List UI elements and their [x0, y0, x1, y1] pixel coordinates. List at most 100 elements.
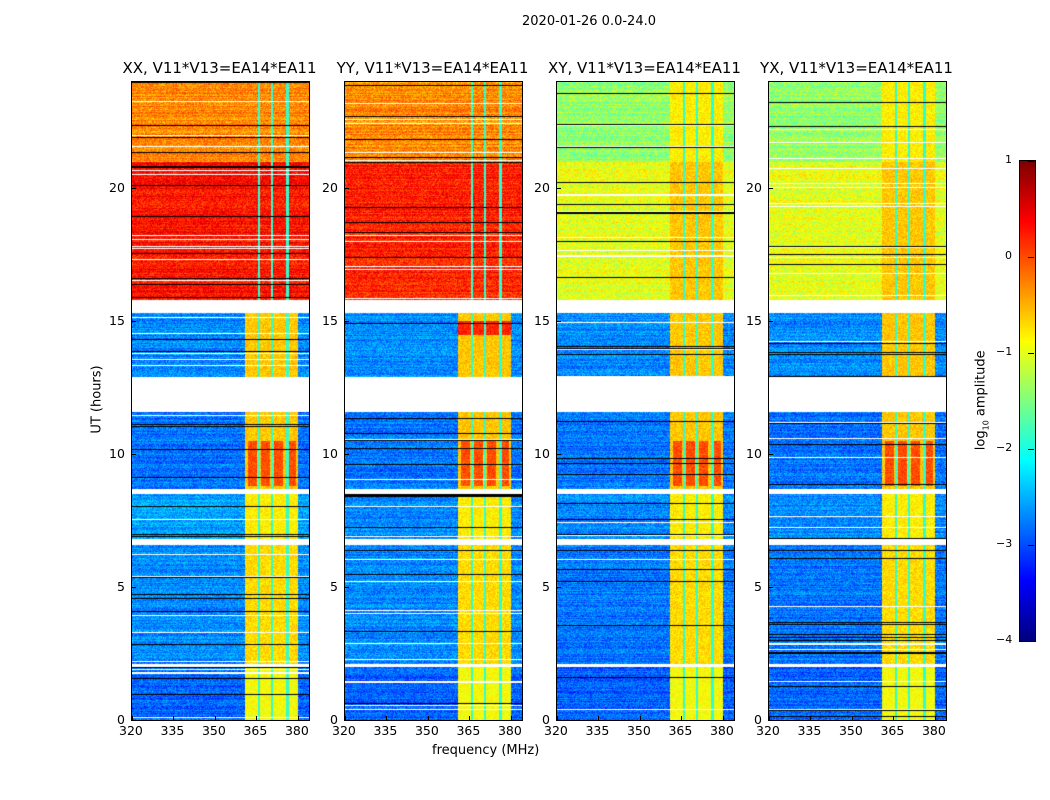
x-tick	[639, 716, 641, 720]
x-tick-label: 365	[456, 723, 481, 738]
y-tick-label: 5	[330, 579, 338, 595]
y-tick-label: 0	[754, 712, 762, 727]
y-tick-label: 5	[117, 579, 125, 595]
figure-title: 2020-01-26 0.0-24.0	[522, 14, 656, 29]
x-tick	[214, 716, 216, 720]
x-tick	[893, 716, 895, 720]
x-tick-label: 320	[756, 723, 780, 738]
x-tick-label: 320	[332, 723, 356, 738]
y-tick-label: 0	[330, 712, 338, 727]
colorbar-tick	[1028, 641, 1034, 642]
x-tick-label: 365	[243, 723, 268, 738]
y-axis-label: UT (hours)	[89, 365, 105, 434]
y-tick	[769, 587, 773, 589]
x-tick-label: 320	[119, 723, 143, 738]
x-tick	[510, 716, 512, 720]
x-tick	[598, 716, 600, 720]
y-tick	[132, 720, 136, 721]
x-tick-label: 365	[880, 723, 905, 738]
y-tick	[132, 587, 136, 589]
y-tick	[345, 188, 349, 190]
x-tick	[557, 716, 558, 720]
x-tick	[427, 716, 429, 720]
y-tick-label: 10	[109, 446, 125, 462]
panel-title: XX, V11*V13=EA14*EA11	[122, 59, 317, 77]
y-tick-label: 10	[534, 446, 550, 462]
y-tick-label: 5	[754, 579, 762, 595]
y-tick	[132, 188, 136, 190]
x-tick-label: 350	[201, 723, 226, 738]
y-tick	[769, 720, 773, 721]
y-tick-label: 0	[542, 712, 550, 727]
heatmap-panel-yy	[344, 81, 523, 721]
colorbar-tick-label: −4	[996, 633, 1013, 646]
y-tick	[769, 454, 773, 456]
panel-title: YX, V11*V13=EA14*EA11	[760, 59, 953, 77]
colorbar-label: log10 amplitude	[973, 350, 991, 451]
heatmap-image	[769, 82, 946, 720]
colorbar-tick-label: 0	[1005, 249, 1012, 262]
x-tick-label: 335	[585, 723, 610, 738]
x-tick-label: 350	[414, 723, 439, 738]
y-tick-label: 15	[746, 313, 762, 329]
colorbar-tick-label: −2	[996, 441, 1013, 454]
y-tick	[769, 321, 773, 323]
y-tick	[345, 321, 349, 323]
panel-title: YY, V11*V13=EA14*EA11	[336, 59, 529, 77]
colorbar-tick	[1028, 161, 1034, 162]
y-tick	[557, 587, 561, 589]
y-tick-label: 10	[746, 446, 762, 462]
x-tick	[132, 716, 133, 720]
x-tick-label: 380	[921, 723, 946, 738]
y-tick-label: 10	[322, 446, 338, 462]
x-tick-label: 380	[497, 723, 522, 738]
y-tick	[557, 720, 561, 721]
y-tick	[132, 321, 136, 323]
heatmap-panel-yx	[768, 81, 947, 721]
colorbar-tick	[1028, 353, 1034, 354]
colorbar	[1019, 160, 1036, 642]
x-tick-label: 335	[160, 723, 185, 738]
y-tick-label: 15	[534, 313, 550, 329]
y-tick-label: 0	[117, 712, 125, 727]
x-tick-label: 350	[838, 723, 863, 738]
colorbar-tick-label: 1	[1005, 153, 1012, 166]
x-tick-label: 335	[797, 723, 822, 738]
y-tick-label: 15	[109, 313, 125, 329]
x-tick	[769, 716, 770, 720]
heatmap-panel-xx	[131, 81, 310, 721]
x-tick	[345, 716, 346, 720]
y-tick	[769, 188, 773, 190]
y-tick	[132, 454, 136, 456]
y-tick	[557, 188, 561, 190]
heatmap-panel-xy	[556, 81, 735, 721]
x-tick	[469, 716, 471, 720]
y-tick	[345, 720, 349, 721]
y-tick-label: 20	[322, 180, 338, 196]
y-tick-label: 5	[542, 579, 550, 595]
y-tick-label: 15	[322, 313, 338, 329]
x-tick	[297, 716, 299, 720]
panel-title: XY, V11*V13=EA14*EA11	[548, 59, 741, 77]
y-tick	[557, 321, 561, 323]
x-tick	[256, 716, 258, 720]
y-tick	[557, 454, 561, 456]
x-tick-label: 365	[668, 723, 693, 738]
x-tick-label: 350	[626, 723, 651, 738]
colorbar-tick	[1028, 449, 1034, 450]
x-tick-label: 380	[284, 723, 309, 738]
x-tick	[681, 716, 683, 720]
heatmap-image	[345, 82, 522, 720]
x-tick	[722, 716, 724, 720]
x-tick-label: 320	[544, 723, 568, 738]
x-tick-label: 335	[373, 723, 398, 738]
x-tick-label: 380	[709, 723, 734, 738]
x-tick	[851, 716, 853, 720]
x-tick	[386, 716, 388, 720]
heatmap-image	[557, 82, 734, 720]
y-tick-label: 20	[746, 180, 762, 196]
y-tick-label: 20	[534, 180, 550, 196]
x-tick	[934, 716, 936, 720]
y-tick	[345, 454, 349, 456]
